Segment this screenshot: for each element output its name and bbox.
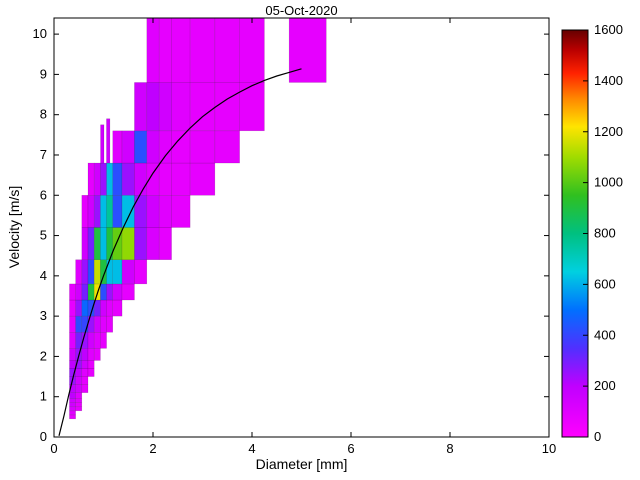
svg-text:2: 2: [40, 348, 47, 363]
svg-text:10: 10: [33, 26, 47, 41]
svg-text:1600: 1600: [594, 22, 623, 37]
fit-curve: [58, 68, 302, 436]
svg-text:3: 3: [40, 308, 47, 323]
chart-title: 05-Oct-2020: [265, 3, 338, 18]
colorbar: 0 200 400 600 800 1000 1200 1400 1600: [561, 22, 623, 444]
svg-text:1: 1: [40, 389, 47, 404]
svg-text:8: 8: [40, 107, 47, 122]
x-axis: 0 2 4 6 8 10: [50, 18, 556, 456]
svg-text:10: 10: [542, 441, 556, 456]
svg-text:1400: 1400: [594, 73, 623, 88]
svg-text:800: 800: [594, 226, 616, 241]
svg-text:8: 8: [446, 441, 453, 456]
svg-text:6: 6: [40, 187, 47, 202]
x-axis-label: Diameter [mm]: [255, 456, 348, 472]
y-axis: 0 1 2 3 4 5 6 7 8 9 10: [33, 26, 549, 444]
axes-box: [53, 17, 550, 438]
y-axis-label: Velocity [m/s]: [6, 185, 22, 269]
svg-text:1200: 1200: [594, 124, 623, 139]
svg-text:400: 400: [594, 327, 616, 342]
svg-text:2: 2: [149, 441, 156, 456]
svg-text:6: 6: [347, 441, 354, 456]
svg-text:1000: 1000: [594, 175, 623, 190]
svg-text:600: 600: [594, 276, 616, 291]
svg-text:4: 4: [40, 268, 47, 283]
heatmap-cells: [69, 17, 327, 420]
svg-text:0: 0: [40, 429, 47, 444]
svg-text:200: 200: [594, 378, 616, 393]
svg-text:9: 9: [40, 66, 47, 81]
svg-text:5: 5: [40, 228, 47, 243]
svg-text:4: 4: [248, 441, 255, 456]
svg-text:0: 0: [50, 441, 57, 456]
svg-text:0: 0: [594, 429, 601, 444]
svg-text:7: 7: [40, 147, 47, 162]
